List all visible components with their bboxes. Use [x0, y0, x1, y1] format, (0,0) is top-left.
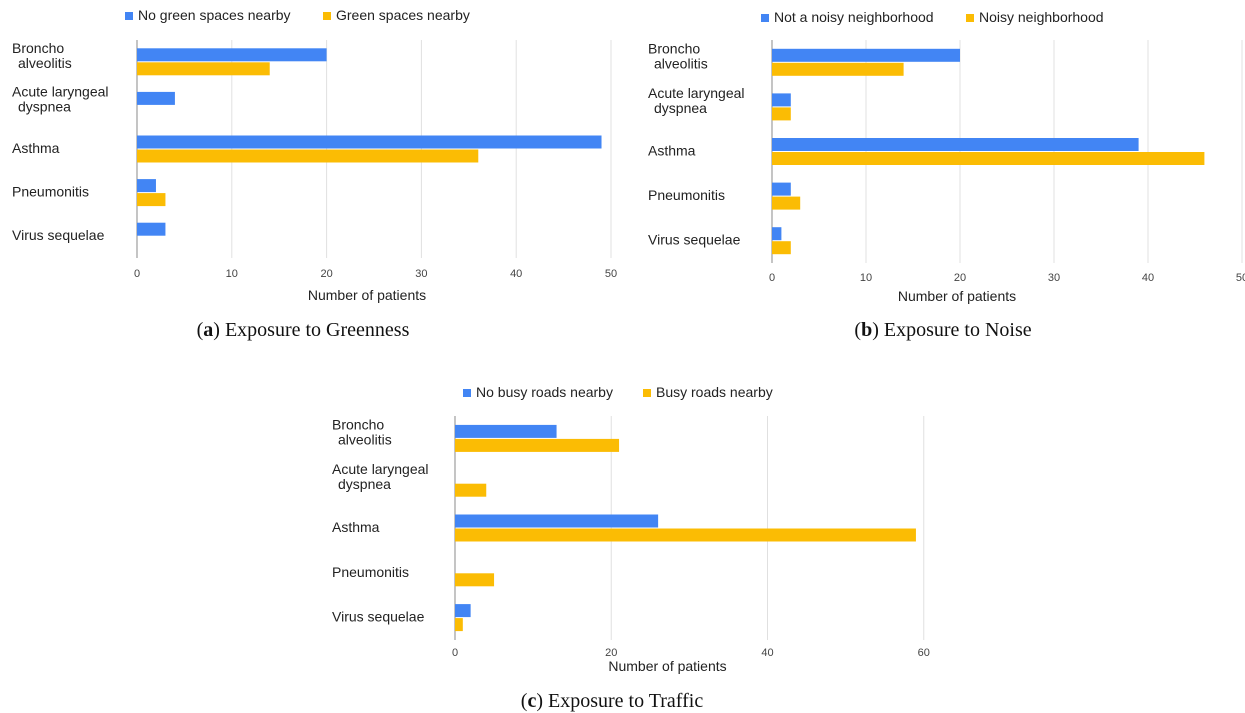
x-tick-label: 50	[1236, 272, 1245, 284]
category-label: Pneumonitis	[12, 184, 89, 200]
legend-swatch-1	[761, 14, 769, 22]
bar-2	[772, 241, 791, 255]
caption: (b) Exposure to Noise	[854, 319, 1031, 341]
legend-label-1: Not a noisy neighborhood	[774, 9, 934, 25]
category-label: Broncho alveolitis	[12, 40, 72, 71]
x-axis-label: Number of patients	[608, 658, 726, 674]
bar-2	[455, 438, 620, 452]
bar-2	[772, 107, 791, 121]
legend-label-1: No busy roads nearby	[476, 384, 613, 400]
x-tick-label: 20	[320, 268, 332, 280]
bar-2	[772, 196, 801, 210]
category-label: Asthma	[12, 140, 60, 156]
bar-1	[137, 222, 166, 236]
x-tick-label: 40	[1142, 272, 1154, 284]
x-tick-label: 30	[1048, 272, 1060, 284]
x-tick-label: 0	[452, 647, 458, 659]
x-axis-label: Number of patients	[308, 287, 426, 303]
x-tick-label: 30	[415, 268, 427, 280]
category-label: Virus sequelae	[648, 232, 741, 248]
x-tick-label: 10	[860, 272, 872, 284]
bar-2	[455, 618, 463, 632]
bar-1	[137, 91, 175, 105]
bar-2	[137, 62, 270, 76]
legend-swatch-2	[966, 14, 974, 22]
bar-1	[772, 48, 960, 62]
legend-label-2: Busy roads nearby	[656, 384, 773, 400]
legend-swatch-1	[125, 12, 133, 20]
bar-2	[455, 573, 495, 587]
category-label: Virus sequelae	[332, 609, 425, 625]
bar-1	[137, 179, 156, 193]
legend-swatch-2	[643, 389, 651, 397]
x-tick-label: 60	[918, 647, 930, 659]
category-label: Pneumonitis	[648, 187, 725, 203]
bar-1	[137, 48, 327, 62]
bar-1	[772, 93, 791, 107]
category-label: Broncho alveolitis	[332, 416, 392, 447]
category-label: Virus sequelae	[12, 227, 105, 243]
x-tick-label: 0	[769, 272, 775, 284]
bar-1	[137, 135, 602, 149]
bar-2	[772, 152, 1205, 165]
bar-1	[455, 604, 471, 618]
legend-label-1: No green spaces nearby	[138, 7, 291, 23]
bar-2	[137, 193, 166, 207]
x-axis-label: Number of patients	[898, 288, 1016, 304]
x-tick-label: 0	[134, 268, 140, 280]
bar-1	[455, 514, 659, 528]
category-label: Asthma	[648, 143, 696, 159]
x-tick-label: 20	[954, 272, 966, 284]
chart-c: 0 20 40 60 Broncho alveolitis Acute laryngeal d…	[332, 384, 930, 712]
x-tick-label: 40	[510, 268, 522, 280]
category-label: Asthma	[332, 519, 380, 535]
bar-2	[455, 528, 916, 542]
category-label: Acute laryngeal dyspnea	[12, 83, 109, 114]
bar-1	[772, 138, 1139, 151]
chart-a: 0 10 20 30 40 50 Broncho alveolitis Acute laryng…	[12, 7, 617, 341]
bar-2	[772, 62, 904, 76]
x-tick-label: 20	[605, 647, 617, 659]
x-tick-label: 10	[226, 268, 238, 280]
bar-2	[137, 149, 479, 163]
category-label: Acute laryngeal dyspnea	[648, 85, 745, 116]
caption: (c) Exposure to Traffic	[521, 690, 704, 712]
bar-2	[455, 483, 487, 497]
category-label: Broncho alveolitis	[648, 40, 708, 71]
bar-1	[772, 182, 791, 196]
legend-label-2: Noisy neighborhood	[979, 9, 1104, 25]
x-tick-label: 50	[605, 268, 617, 280]
bar-1	[772, 227, 782, 241]
category-label: Acute laryngeal dyspnea	[332, 461, 429, 492]
bar-1	[455, 424, 557, 438]
legend-swatch-2	[323, 12, 331, 20]
legend-label-2: Green spaces nearby	[336, 7, 470, 23]
caption: (a) Exposure to Greenness	[197, 319, 410, 341]
legend-swatch-1	[463, 389, 471, 397]
x-tick-label: 40	[761, 647, 773, 659]
category-label: Pneumonitis	[332, 564, 409, 580]
